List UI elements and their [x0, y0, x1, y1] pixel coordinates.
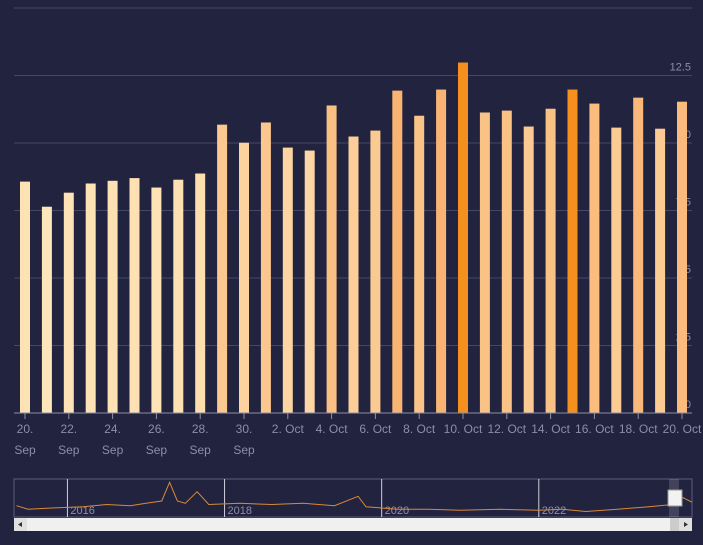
x-tick-label: 4. Oct — [315, 422, 348, 436]
navigator-handle[interactable] — [667, 489, 683, 507]
bar — [479, 112, 490, 414]
navigator-tick-label: 2022 — [542, 505, 566, 517]
bar — [217, 124, 228, 413]
x-tick-label: 26. Sep — [145, 422, 168, 457]
bar — [633, 97, 644, 413]
x-tick-label: 6. Oct — [359, 422, 392, 436]
x-tick-label: 14. Oct — [531, 422, 570, 436]
bar — [63, 192, 74, 413]
bar — [677, 101, 687, 413]
bar — [414, 115, 425, 413]
bar — [195, 173, 206, 413]
y-tick-label: 0 — [685, 399, 691, 411]
x-tick-label: 18. Oct — [618, 422, 658, 436]
bar — [85, 183, 96, 413]
bar — [501, 110, 512, 413]
y-tick-label: 12.5 — [670, 62, 691, 74]
bar — [239, 142, 249, 414]
y-tick-label: 5 — [685, 264, 691, 276]
bar — [260, 122, 271, 413]
x-tick-label: 8. Oct — [403, 422, 436, 436]
bar — [611, 127, 622, 414]
bar — [20, 181, 30, 413]
bar — [41, 206, 52, 413]
arrow-right — [684, 522, 688, 527]
x-tick-label: 20. Sep — [14, 422, 36, 457]
bar — [545, 108, 556, 414]
x-tick-label: 16. Oct — [575, 422, 614, 436]
bar — [655, 128, 666, 413]
navigator-tick-label: 2020 — [385, 505, 409, 517]
scroll-thumb[interactable] — [670, 518, 679, 531]
x-tick-label: 22. Sep — [58, 422, 80, 457]
x-tick-label: 30. Sep — [233, 422, 255, 457]
x-tick-label: 12. Oct — [487, 422, 527, 436]
bar — [173, 179, 184, 413]
bar — [589, 103, 600, 413]
x-tick-label: 28. Sep — [189, 422, 211, 457]
x-tick-label: 20. Oct — [662, 422, 702, 436]
bar — [523, 126, 534, 413]
navigator-line — [16, 481, 693, 513]
bar — [370, 130, 381, 413]
arrow-left — [18, 522, 22, 527]
bar — [304, 150, 315, 413]
navigator-tick-label: 2018 — [228, 505, 252, 517]
x-tick-label: 24. Sep — [101, 422, 124, 457]
bar — [282, 147, 293, 413]
navigator-tick-label: 2016 — [70, 505, 94, 517]
bar — [151, 187, 162, 413]
bar — [392, 90, 403, 414]
bar — [436, 89, 447, 413]
x-tick-label: 2. Oct — [271, 422, 304, 436]
bar — [129, 178, 140, 413]
bar — [348, 136, 359, 413]
x-tick-label: 10. Oct — [443, 422, 483, 436]
bar — [458, 62, 468, 413]
bar — [107, 180, 118, 413]
bar — [567, 89, 578, 413]
bar — [326, 105, 337, 413]
scrollbar[interactable] — [14, 518, 692, 531]
